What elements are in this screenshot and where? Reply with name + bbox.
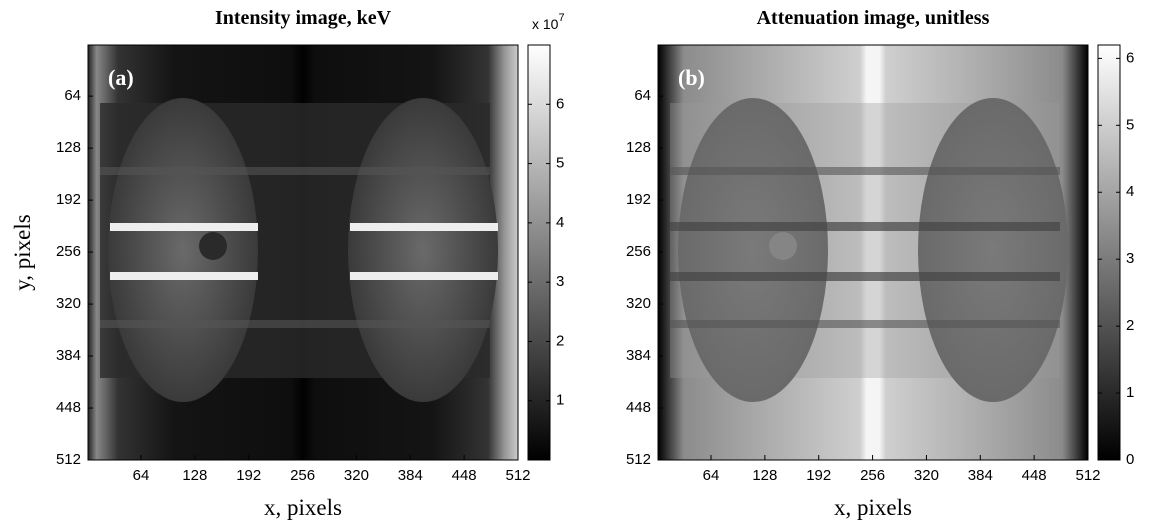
x-tick-label: 512: [1075, 467, 1100, 484]
y-tick-label: 64: [634, 87, 651, 104]
colorbar-scale-base: x 10: [532, 16, 559, 32]
y-tick-label: 192: [626, 191, 651, 208]
colorbar: [1097, 44, 1121, 461]
y-tick-label: 384: [626, 347, 651, 364]
x-tick-label: 384: [968, 467, 993, 484]
y-tick-label: 320: [626, 295, 651, 312]
colorbar-tick-label: 5: [1126, 116, 1134, 133]
y-tick-label: 64: [64, 87, 81, 104]
x-tick-label: 64: [133, 467, 150, 484]
x-tick-label: 128: [182, 467, 207, 484]
colorbar-tick-label: 1: [1126, 384, 1134, 401]
chart-title: Attenuation image, unitless: [757, 7, 990, 29]
colorbar-tick-label: 6: [556, 95, 564, 112]
colorbar-tick-label: 1: [556, 392, 564, 409]
y-tick-label: 448: [56, 399, 81, 416]
y-tick-label: 192: [56, 191, 81, 208]
y-tick-label: 128: [626, 139, 651, 156]
x-tick-label: 128: [752, 467, 777, 484]
panel-label: (b): [678, 65, 705, 90]
colorbar-tick-label: 4: [556, 214, 564, 231]
y-tick-label: 384: [56, 347, 81, 364]
y-tick-label: 448: [626, 399, 651, 416]
x-tick-label: 192: [806, 467, 831, 484]
y-tick-label: 512: [626, 451, 651, 468]
x-tick-label: 64: [703, 467, 720, 484]
colorbar-tick-label: 3: [1126, 250, 1134, 267]
y-tick-label: 256: [626, 243, 651, 260]
colorbar-scale-exponent: 7: [558, 12, 564, 24]
colorbar-tick-label: 5: [556, 155, 564, 172]
image-a: [88, 45, 518, 460]
x-tick-label: 448: [1022, 467, 1047, 484]
x-axis-label: x, pixels: [264, 495, 342, 520]
y-tick-label: 256: [56, 243, 81, 260]
x-tick-label: 192: [236, 467, 261, 484]
x-tick-label: 384: [398, 467, 423, 484]
x-tick-label: 320: [914, 467, 939, 484]
colorbar-tick-label: 4: [1126, 183, 1134, 200]
x-tick-label: 320: [344, 467, 369, 484]
chart-title: Intensity image, keV: [215, 7, 392, 29]
y-tick-label: 320: [56, 295, 81, 312]
colorbar-tick-label: 2: [556, 332, 564, 349]
image-b: [658, 45, 1088, 460]
x-tick-label: 512: [505, 467, 530, 484]
x-tick-label: 256: [290, 467, 315, 484]
y-tick-label: 512: [56, 451, 81, 468]
colorbar-tick-label: 3: [556, 273, 564, 290]
colorbar-scale: x 107: [532, 12, 565, 32]
x-axis-label: x, pixels: [834, 495, 912, 520]
y-tick-label: 128: [56, 139, 81, 156]
x-tick-label: 448: [452, 467, 477, 484]
panel-label: (a): [108, 65, 134, 90]
x-tick-label: 256: [860, 467, 885, 484]
y-axis-label: y, pixels: [10, 214, 35, 290]
colorbar-tick-label: 6: [1126, 49, 1134, 66]
colorbar: [527, 44, 551, 461]
colorbar-tick-label: 0: [1126, 451, 1134, 468]
colorbar-tick-label: 2: [1126, 317, 1134, 334]
